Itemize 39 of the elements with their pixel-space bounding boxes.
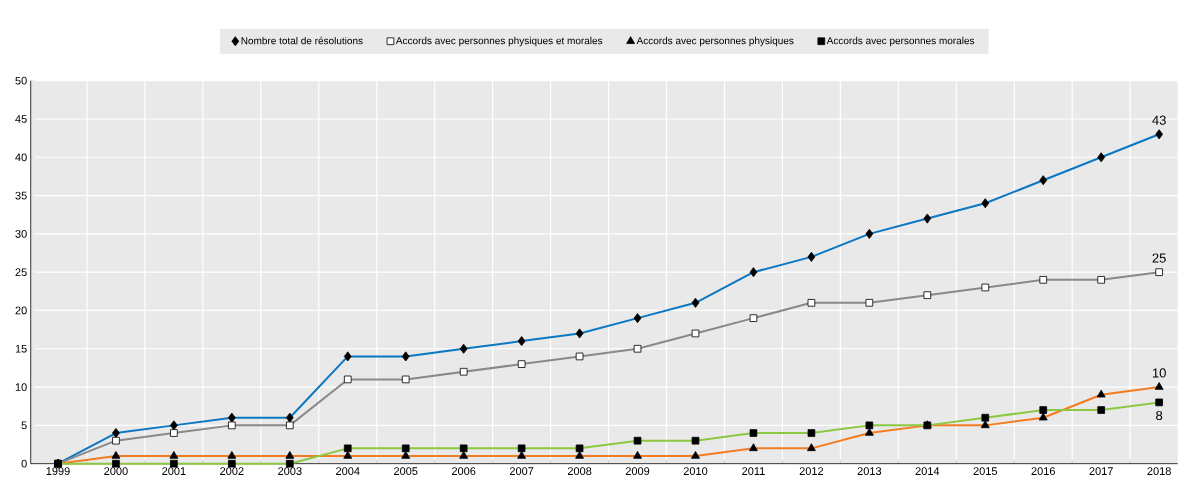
x-tick-label: 2014: [915, 467, 940, 475]
x-tick-label: 2000: [104, 467, 128, 475]
x-tick-label: 2018: [1147, 467, 1171, 475]
x-tick-label: 2005: [394, 467, 418, 475]
data-label: 10: [1152, 368, 1166, 378]
x-tick-label: 2012: [799, 467, 824, 475]
x-tick-label: 2016: [1031, 467, 1055, 475]
y-tick-label: 0: [21, 459, 27, 468]
data-label: 8: [1156, 410, 1163, 421]
x-tick-label: 2007: [509, 467, 534, 475]
legend-label: Accords avec personnes morales: [826, 36, 975, 47]
y-tick-label: 10: [15, 383, 27, 391]
x-tick-label: 2006: [451, 467, 476, 475]
x-tick-label: 2009: [625, 467, 650, 475]
legend-label: Accords avec personnes physiques et morales: [395, 36, 603, 47]
data-label: 25: [1152, 253, 1166, 263]
legend-label: Nombre total de résolutions: [241, 36, 363, 45]
y-tick-label: 20: [15, 306, 27, 315]
x-tick-label: 2010: [683, 467, 708, 475]
x-tick-label: 2017: [1089, 467, 1113, 475]
x-tick-label: 2011: [742, 467, 765, 475]
x-tick-label: 2013: [857, 467, 882, 475]
y-tick-label: 35: [15, 191, 27, 200]
x-tick-label: 2002: [220, 467, 244, 475]
x-tick-label: 2001: [162, 467, 186, 475]
y-tick-label: 45: [15, 115, 27, 123]
data-label: 43: [1152, 115, 1166, 125]
x-tick-label: 2004: [336, 467, 360, 475]
x-tick-label: 2008: [567, 467, 592, 475]
y-tick-label: 50: [15, 76, 27, 85]
x-tick-label: 2003: [278, 467, 302, 475]
y-tick-label: 40: [15, 153, 27, 162]
y-tick-label: 30: [15, 229, 27, 238]
y-tick-label: 5: [21, 421, 27, 430]
y-tick-label: 25: [15, 268, 27, 277]
x-tick-label: 2015: [973, 467, 998, 475]
x-tick-label: 1999: [46, 467, 70, 475]
legend-label: Accords avec personnes physiques: [636, 36, 794, 47]
y-tick-label: 15: [15, 344, 27, 353]
